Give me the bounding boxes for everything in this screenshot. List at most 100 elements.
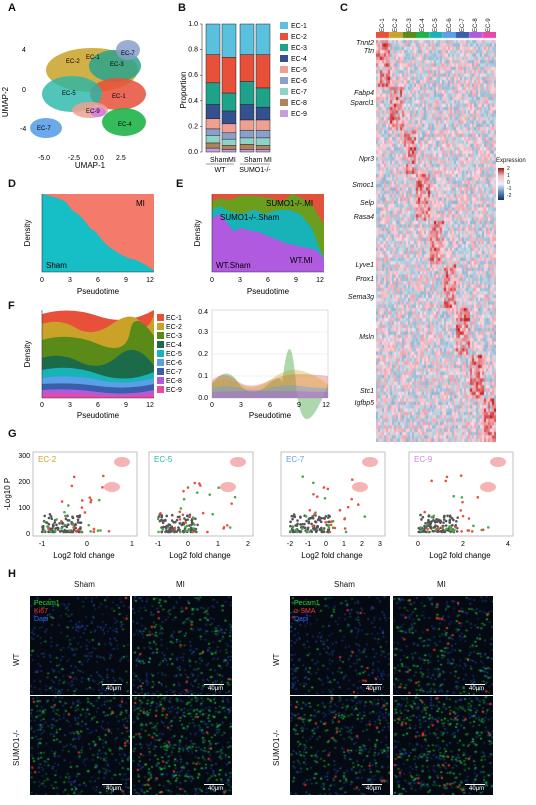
data-point (444, 519, 448, 523)
data-point (184, 525, 187, 529)
svg-text:12: 12 (322, 402, 330, 409)
data-point (191, 530, 194, 534)
gene-label: Igfbp5 (354, 400, 374, 407)
data-point (452, 494, 456, 498)
data-point (64, 517, 68, 521)
data-point (451, 523, 454, 527)
data-point (314, 527, 317, 531)
umap-cluster-label: EC-1 (86, 55, 100, 61)
proportion-bar-chart: Proportion 0.0 0.2 0.4 0.6 0.8 1.0 Sham MI Sh… (179, 21, 307, 174)
data-point (42, 530, 46, 534)
data-point (80, 530, 83, 534)
gene-label: Smoc1 (352, 182, 374, 189)
bar-segment (205, 147, 221, 153)
panel-label-h: H (8, 568, 16, 580)
data-point (194, 527, 198, 531)
group-label: SUMO1-/- (239, 167, 271, 174)
data-point (170, 513, 174, 517)
scale-label: 40μm (366, 786, 382, 792)
tick: 1 (130, 541, 134, 548)
data-point (419, 526, 423, 529)
data-point (186, 486, 190, 489)
density-plot-d: MI Sham Density Pseudotime 0 3 6 9 12 (23, 194, 154, 296)
umap-cluster-label: EC-3 (110, 62, 124, 68)
data-point (472, 524, 475, 528)
data-point (194, 517, 197, 521)
bar-segment (239, 129, 255, 139)
data-point (101, 486, 104, 489)
tick: 0 (85, 541, 89, 548)
panel-label-f: F (8, 300, 15, 312)
data-point (435, 517, 438, 521)
gene-label: Fabp4 (354, 90, 374, 97)
data-point (193, 523, 196, 526)
legend-swatch (280, 55, 288, 62)
row-label: WT (12, 653, 21, 666)
svg-text:6: 6 (266, 277, 270, 284)
group-label: Sham (46, 261, 67, 270)
data-point (294, 524, 297, 527)
data-point (327, 526, 331, 530)
data-point (343, 517, 346, 521)
data-point (419, 513, 422, 517)
legend-swatch (280, 22, 288, 29)
data-point (322, 486, 326, 489)
data-point (64, 514, 68, 518)
gene-label: Stc1 (359, 388, 374, 395)
data-point (83, 511, 87, 514)
data-point (199, 484, 202, 487)
bar-segment (221, 92, 237, 112)
svg-text:3: 3 (68, 402, 72, 409)
volcano-title: EC-2 (38, 455, 57, 464)
data-point (68, 529, 72, 532)
data-point (326, 524, 330, 527)
bar-segment (221, 145, 237, 150)
data-point (159, 511, 162, 515)
bar-segment (205, 128, 221, 136)
data-point (344, 530, 348, 534)
data-point (166, 530, 170, 534)
axis-label-y: -Log10 P (3, 478, 12, 510)
data-point (322, 528, 326, 532)
data-point (54, 527, 57, 530)
axis-label-y: Proportion (179, 72, 188, 109)
bar-segment (255, 23, 271, 55)
data-point (444, 479, 448, 483)
scale-label: 40μm (208, 786, 224, 792)
data-point (41, 524, 45, 528)
micrograph (132, 596, 232, 695)
scale-label: 40μm (106, 686, 122, 692)
legend-swatch (280, 99, 288, 106)
tick: 1 (342, 541, 346, 548)
bar-segment (205, 23, 221, 55)
data-point (173, 526, 177, 530)
data-point (303, 526, 307, 530)
umap-cluster-label: EC-7 (37, 126, 51, 132)
data-point (164, 519, 167, 522)
data-point (455, 530, 459, 533)
data-point (156, 517, 160, 521)
microscopy-panel: Sham MI Sham MI WT SUMO1-/- WT SUMO1-/- 40μm 40μm… (0, 576, 536, 805)
data-point (89, 500, 92, 504)
tick: 3 (378, 541, 382, 548)
data-point (310, 530, 314, 534)
data-point (430, 479, 433, 483)
bar-segment (255, 54, 271, 89)
data-point (70, 520, 73, 524)
data-point (300, 523, 304, 526)
data-point (461, 514, 465, 518)
data-point (185, 514, 189, 518)
volcano-plot: EC-2 -1 0 1 Log2 fold change (32, 451, 138, 560)
data-point (49, 515, 53, 518)
heatmap-column-label: EC-3 (406, 18, 413, 32)
tick: 1.0 (188, 21, 198, 28)
bar-segment (239, 137, 255, 145)
data-point (435, 520, 439, 524)
panel-label-e: E (176, 178, 184, 190)
umap-plot: EC-1 EC-2 EC-3 EC-1 EC-5 EC-7 EC-4 EC-7 … (1, 40, 146, 170)
bar-segment (255, 106, 271, 121)
column-label: Sham (74, 580, 95, 589)
data-point (191, 516, 195, 519)
data-point (428, 524, 431, 528)
